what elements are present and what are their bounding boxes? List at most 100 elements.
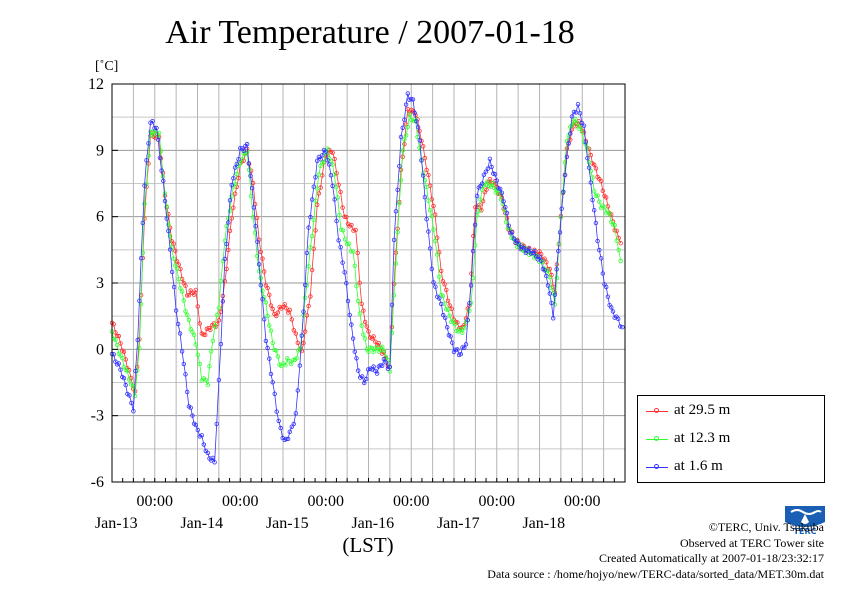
data-point: [155, 137, 161, 142]
data-point: [357, 311, 363, 316]
data-point: [539, 258, 544, 263]
data-point: [316, 191, 322, 196]
data-point: [212, 323, 218, 329]
data-point: [313, 175, 318, 180]
data-point: [506, 223, 511, 228]
data-point: [581, 123, 587, 128]
data-point: [311, 217, 316, 223]
x-tick-date-label: Jan-15: [266, 515, 309, 532]
data-point: [393, 261, 399, 266]
data-point: [154, 125, 159, 131]
data-point: [492, 171, 498, 177]
data-point: [252, 230, 258, 235]
data-point: [445, 298, 451, 303]
data-point: [527, 246, 532, 251]
data-point: [212, 460, 217, 465]
data-point: [612, 228, 617, 233]
data-point: [552, 302, 558, 307]
x-tick-date-label: Jan-17: [437, 515, 480, 532]
data-point: [174, 266, 180, 271]
data-point: [248, 173, 253, 178]
data-point: [426, 198, 431, 203]
data-point: [569, 122, 575, 128]
data-point: [127, 393, 132, 398]
data-point: [336, 238, 341, 243]
data-point: [231, 176, 236, 181]
data-point: [515, 238, 520, 244]
data-point: [398, 134, 404, 140]
data-point: [284, 436, 289, 442]
data-point: [191, 332, 197, 338]
data-point: [335, 195, 340, 200]
data-point: [356, 298, 361, 304]
data-point: [268, 303, 274, 308]
data-point: [284, 306, 289, 311]
data-point: [287, 429, 292, 434]
data-point: [205, 382, 210, 388]
data-point: [593, 193, 599, 199]
data-point: [554, 267, 559, 272]
data-point: [485, 166, 491, 171]
data-point: [383, 360, 389, 365]
data-point: [389, 330, 395, 335]
data-point: [226, 220, 231, 225]
y-tick-label: 0: [96, 341, 104, 358]
data-point: [338, 244, 343, 250]
data-point: [362, 336, 368, 341]
data-point: [167, 233, 173, 239]
data-point: [336, 182, 341, 188]
data-point: [166, 228, 171, 234]
data-point: [586, 165, 592, 170]
data-point: [222, 279, 228, 284]
data-point: [361, 332, 366, 337]
data-point: [199, 433, 204, 438]
x-tick-time-label: 00:00: [137, 493, 173, 510]
data-point: [616, 247, 621, 253]
data-point: [267, 356, 272, 361]
data-point: [118, 367, 123, 372]
data-point: [490, 180, 495, 186]
data-point: [355, 250, 360, 256]
data-point: [306, 264, 311, 269]
data-point: [588, 152, 593, 158]
data-point: [227, 208, 233, 213]
data-point: [551, 316, 556, 321]
data-point: [265, 345, 270, 351]
data-point: [216, 318, 222, 323]
data-point: [503, 204, 508, 210]
data-point: [142, 183, 147, 188]
data-point: [511, 236, 517, 241]
data-point: [193, 422, 198, 428]
data-point: [592, 188, 597, 194]
series-layer: [109, 91, 625, 465]
data-point: [471, 233, 476, 239]
data-point: [169, 269, 175, 275]
data-point: [255, 239, 260, 244]
data-point: [166, 222, 171, 227]
data-point: [253, 223, 258, 229]
data-point: [605, 294, 611, 299]
x-tick-time-label: 00:00: [393, 493, 429, 510]
data-point: [618, 258, 623, 264]
data-point: [173, 248, 178, 253]
data-point: [131, 409, 136, 414]
data-point: [203, 377, 208, 382]
data-point: [171, 284, 177, 290]
data-point: [330, 150, 335, 155]
data-point: [186, 317, 192, 322]
data-point: [417, 145, 422, 150]
data-point: [600, 188, 605, 193]
data-point: [485, 179, 490, 184]
footer-credits: ©TERC, Univ. Tsukuba Observed at TERC To…: [487, 520, 824, 582]
data-point: [545, 283, 551, 288]
data-point: [484, 187, 489, 192]
data-point: [429, 213, 434, 219]
data-point: [474, 193, 480, 199]
data-point: [598, 178, 604, 184]
data-point: [294, 356, 299, 361]
data-point: [297, 363, 302, 368]
data-point: [458, 352, 463, 357]
data-point: [222, 256, 228, 262]
data-point: [274, 348, 279, 353]
data-point: [489, 164, 494, 170]
